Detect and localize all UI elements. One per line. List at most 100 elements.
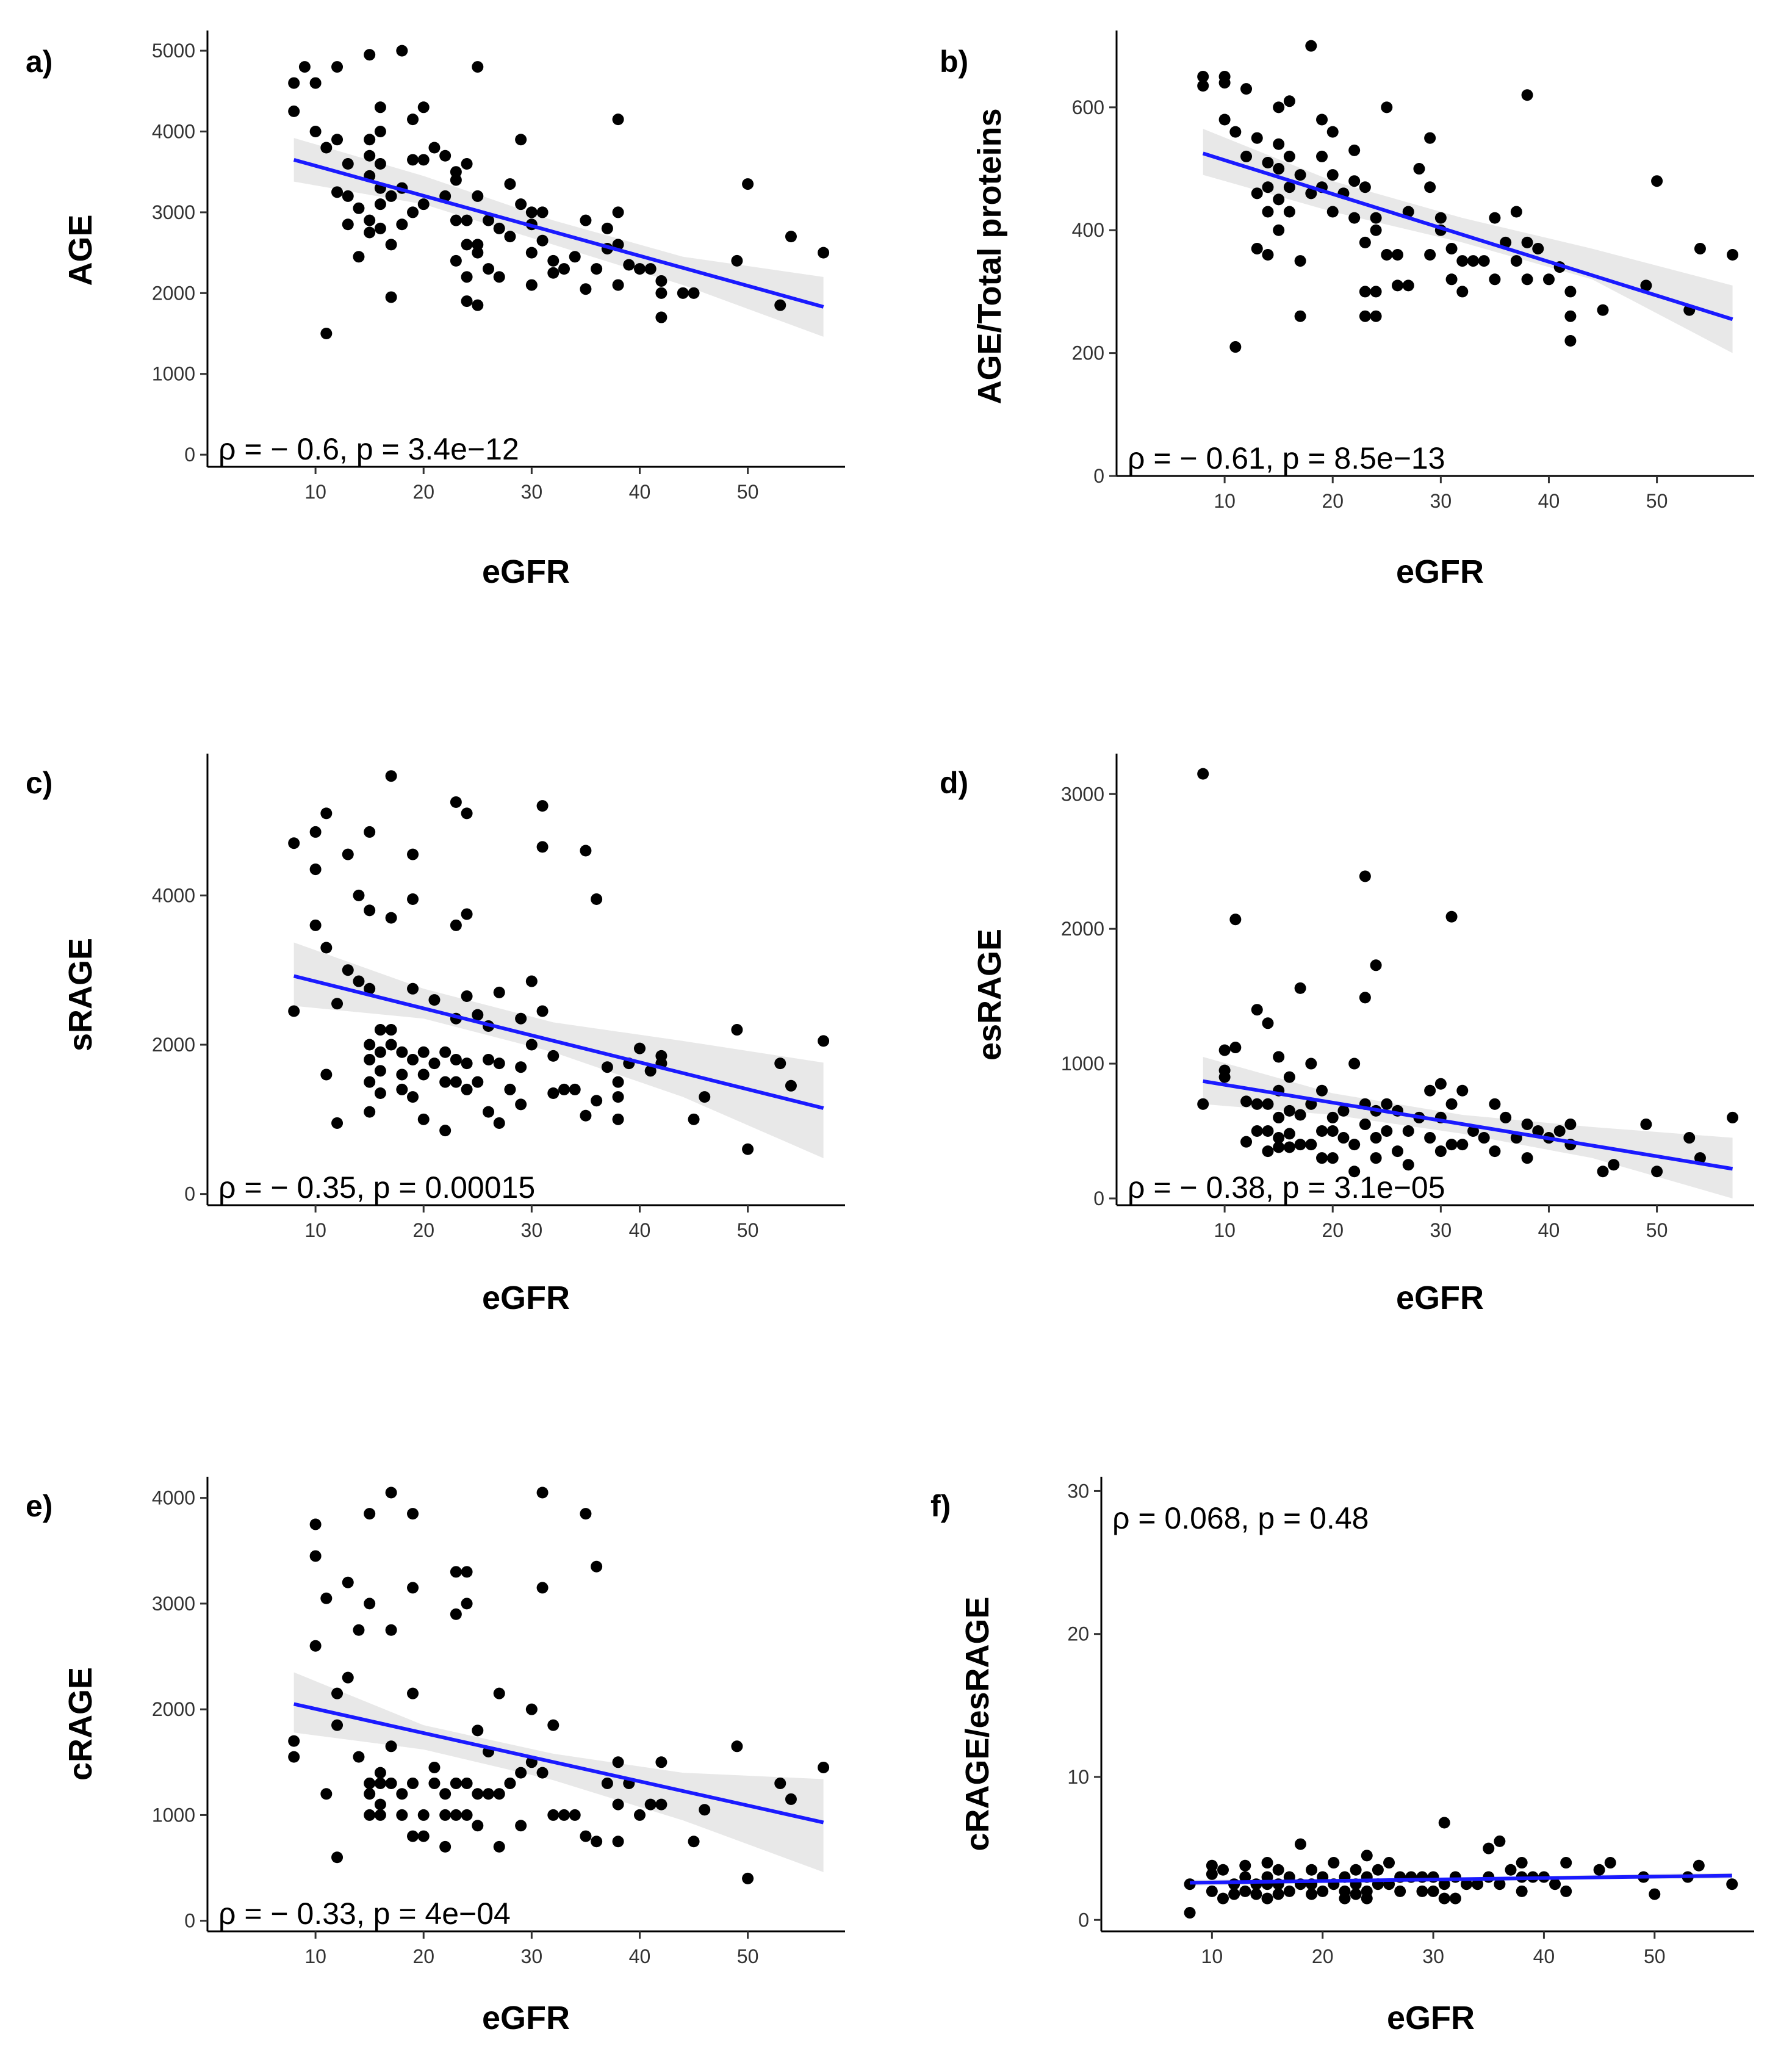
data-point xyxy=(450,1608,462,1620)
data-point xyxy=(417,1068,430,1081)
data-point xyxy=(407,1687,419,1699)
data-point xyxy=(1489,1145,1501,1158)
data-point xyxy=(1283,150,1295,162)
data-point xyxy=(547,1087,560,1100)
x-tick-label: 10 xyxy=(304,1945,326,1967)
data-point xyxy=(1593,1864,1605,1876)
y-tick-label: 0 xyxy=(184,444,195,466)
data-point xyxy=(472,1076,484,1088)
data-point xyxy=(396,1083,408,1095)
x-tick-label: 50 xyxy=(737,1219,759,1241)
data-point xyxy=(417,198,430,211)
data-point xyxy=(1326,169,1339,181)
data-point xyxy=(1250,1888,1262,1900)
data-point xyxy=(374,1046,386,1058)
data-point xyxy=(450,1076,462,1088)
data-point xyxy=(1381,249,1393,261)
data-point xyxy=(1273,101,1285,114)
data-point xyxy=(569,251,581,263)
data-point xyxy=(374,126,386,138)
x-tick-label: 10 xyxy=(304,481,326,503)
data-point xyxy=(504,178,516,190)
data-point xyxy=(591,263,603,275)
data-point xyxy=(1438,1892,1450,1904)
data-point xyxy=(1326,1125,1339,1137)
data-point xyxy=(450,919,462,931)
data-point xyxy=(407,114,419,126)
data-point xyxy=(483,263,495,275)
data-point xyxy=(785,231,797,243)
data-point xyxy=(1348,212,1361,224)
regression-line xyxy=(293,1702,824,1825)
data-point xyxy=(364,134,376,146)
data-point xyxy=(1694,242,1706,254)
data-point xyxy=(601,1061,613,1073)
data-point xyxy=(1521,1152,1533,1164)
data-point xyxy=(1370,310,1382,322)
data-point xyxy=(731,1024,743,1036)
data-point xyxy=(1438,1817,1450,1829)
y-axis-title: sRAGE xyxy=(62,938,99,1051)
data-point xyxy=(342,218,354,231)
data-point xyxy=(461,990,473,1003)
data-point xyxy=(450,1566,462,1578)
data-point xyxy=(1262,1017,1274,1029)
data-point xyxy=(407,982,419,995)
data-point xyxy=(364,150,376,162)
x-tick-label: 10 xyxy=(1201,1945,1223,1967)
data-point xyxy=(742,178,754,190)
data-point xyxy=(364,1106,376,1118)
data-point xyxy=(331,186,344,198)
data-point xyxy=(1240,1136,1253,1148)
data-point xyxy=(536,206,549,218)
data-point xyxy=(1370,1132,1382,1144)
data-point xyxy=(353,1624,365,1636)
data-point xyxy=(1456,286,1469,298)
panel-label: d) xyxy=(940,766,968,800)
data-point xyxy=(396,1788,408,1800)
data-point xyxy=(309,863,322,876)
data-point xyxy=(1424,132,1436,144)
data-point xyxy=(547,254,560,267)
data-point xyxy=(818,247,830,259)
data-point xyxy=(1597,1166,1609,1178)
data-point xyxy=(525,1703,538,1715)
data-point xyxy=(407,1508,419,1520)
data-point xyxy=(1348,1058,1361,1070)
data-point xyxy=(374,1767,386,1779)
data-point xyxy=(558,1809,570,1821)
data-point xyxy=(353,1751,365,1763)
data-point xyxy=(385,770,397,782)
data-point xyxy=(612,1836,624,1848)
data-point xyxy=(483,214,495,226)
data-point xyxy=(1273,138,1285,150)
data-point xyxy=(1251,1125,1263,1137)
data-point xyxy=(374,198,386,211)
data-point xyxy=(1434,212,1447,224)
x-tick-label: 30 xyxy=(1430,1219,1452,1241)
data-point xyxy=(1370,1152,1382,1164)
x-tick-label: 40 xyxy=(629,1945,651,1967)
data-point xyxy=(428,994,441,1006)
data-point xyxy=(515,1061,527,1073)
data-point xyxy=(1272,1864,1284,1876)
data-point xyxy=(364,982,376,995)
data-point xyxy=(364,904,376,917)
data-point xyxy=(331,134,344,146)
data-point xyxy=(515,1767,527,1779)
data-point xyxy=(1424,181,1436,193)
data-point xyxy=(342,848,354,860)
data-point xyxy=(1251,132,1263,144)
data-point xyxy=(385,1740,397,1753)
data-point xyxy=(461,807,473,820)
data-point xyxy=(493,1788,505,1800)
data-point xyxy=(1348,144,1361,156)
data-point xyxy=(1229,1042,1242,1054)
data-point xyxy=(547,1809,560,1821)
data-point xyxy=(385,1024,397,1036)
data-point xyxy=(374,1777,386,1789)
y-tick-label: 3000 xyxy=(152,1593,195,1615)
data-point xyxy=(461,271,473,283)
x-tick-label: 30 xyxy=(521,481,543,503)
data-point xyxy=(407,848,419,860)
